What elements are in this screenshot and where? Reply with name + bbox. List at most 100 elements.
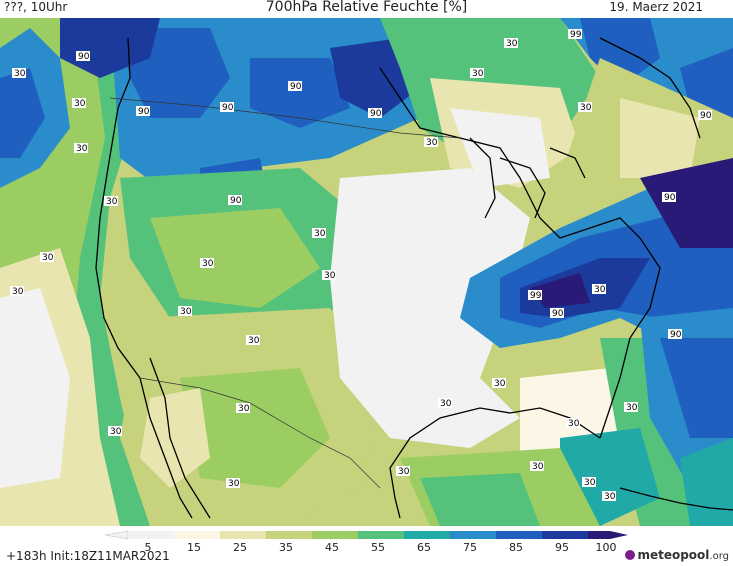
contour-label: 99 <box>528 290 542 301</box>
svg-text:30: 30 <box>426 138 438 148</box>
svg-text:30: 30 <box>106 197 118 207</box>
svg-text:30: 30 <box>324 271 336 281</box>
svg-text:30: 30 <box>228 479 240 489</box>
contour-label: 30 <box>530 461 544 472</box>
legend-tick: 45 <box>325 541 339 554</box>
svg-text:30: 30 <box>398 467 410 477</box>
contour-label: 90 <box>220 102 234 113</box>
contour-label: 90 <box>228 195 242 206</box>
svg-text:30: 30 <box>14 69 26 79</box>
contour-label: 30 <box>578 102 592 113</box>
chart-title: 700hPa Relative Feuchte [%] <box>265 0 468 15</box>
svg-text:30: 30 <box>506 39 518 49</box>
contour-label: 90 <box>76 51 90 62</box>
contour-label: 30 <box>72 98 86 109</box>
contour-label: 30 <box>12 68 26 79</box>
svg-text:90: 90 <box>138 107 150 117</box>
contour-label: 30 <box>108 426 122 437</box>
contour-label: 30 <box>236 403 250 414</box>
svg-text:30: 30 <box>180 307 192 317</box>
contour-label: 30 <box>470 68 484 79</box>
legend-tick: 65 <box>417 541 431 554</box>
contour-label: 90 <box>288 81 302 92</box>
svg-text:90: 90 <box>230 196 242 206</box>
legend-tick: 15 <box>187 541 201 554</box>
contour-label: 30 <box>322 270 336 281</box>
svg-text:99: 99 <box>530 291 542 301</box>
svg-text:30: 30 <box>494 379 506 389</box>
svg-text:30: 30 <box>248 336 260 346</box>
contour-label: 30 <box>312 228 326 239</box>
svg-text:30: 30 <box>76 144 88 154</box>
svg-text:30: 30 <box>238 404 250 414</box>
valid-time-label: ???, 10Uhr <box>4 0 68 14</box>
contour-label: 30 <box>396 466 410 477</box>
contour-label: 30 <box>438 398 452 409</box>
svg-text:30: 30 <box>314 229 326 239</box>
contour-label: 90 <box>668 329 682 340</box>
contour-label: 30 <box>424 137 438 148</box>
svg-text:30: 30 <box>202 259 214 269</box>
svg-text:99: 99 <box>570 30 582 40</box>
svg-text:30: 30 <box>110 427 122 437</box>
contour-label: 30 <box>592 284 606 295</box>
color-scale-legend <box>0 526 733 566</box>
svg-text:90: 90 <box>222 103 234 113</box>
svg-text:30: 30 <box>604 492 616 502</box>
contour-label: 30 <box>246 335 260 346</box>
svg-text:30: 30 <box>626 403 638 413</box>
valid-date-label: 19. Maerz 2021 <box>609 0 703 14</box>
header: ???, 10Uhr 700hPa Relative Feuchte [%] 1… <box>0 0 733 18</box>
svg-text:30: 30 <box>568 419 580 429</box>
legend-tick: 85 <box>509 541 523 554</box>
contour-label: 30 <box>492 378 506 389</box>
svg-text:30: 30 <box>74 99 86 109</box>
contour-label: 90 <box>368 108 382 119</box>
svg-text:90: 90 <box>370 109 382 119</box>
contour-label: 99 <box>568 29 582 40</box>
brand-name: meteopool <box>637 548 710 562</box>
contour-label: 30 <box>178 306 192 317</box>
contour-label: 30 <box>602 491 616 502</box>
contour-label: 30 <box>200 258 214 269</box>
contour-label: 90 <box>698 110 712 121</box>
contour-label: 30 <box>624 402 638 413</box>
contour-label: 90 <box>550 308 564 319</box>
contour-label: 30 <box>582 477 596 488</box>
legend-tick: 55 <box>371 541 385 554</box>
color-scale-bar <box>104 530 628 540</box>
brand-suffix: .org <box>709 551 729 562</box>
contour-label: 30 <box>40 252 54 263</box>
svg-text:90: 90 <box>552 309 564 319</box>
svg-text:90: 90 <box>670 330 682 340</box>
contour-label: 30 <box>504 38 518 49</box>
contour-label: 30 <box>10 286 24 297</box>
contour-label: 30 <box>566 418 580 429</box>
forecast-init-label: +183h Init:18Z11MAR2021 <box>6 549 170 563</box>
legend-tick: 95 <box>555 541 569 554</box>
svg-text:30: 30 <box>580 103 592 113</box>
legend-tick: 75 <box>463 541 477 554</box>
svg-text:30: 30 <box>440 399 452 409</box>
humidity-map: 90 30 30 90 90 90 90 30 99 30 30 90 90 3… <box>0 18 733 526</box>
svg-text:30: 30 <box>12 287 24 297</box>
svg-text:30: 30 <box>472 69 484 79</box>
svg-text:90: 90 <box>700 111 712 121</box>
svg-text:90: 90 <box>290 82 302 92</box>
contour-labels: 90 30 30 90 90 90 90 30 99 30 30 90 90 3… <box>10 29 712 502</box>
svg-text:30: 30 <box>532 462 544 472</box>
logo-icon <box>625 550 636 560</box>
legend-tick: 100 <box>595 541 617 554</box>
legend-tick: 25 <box>233 541 247 554</box>
svg-text:90: 90 <box>664 193 676 203</box>
contour-label: 30 <box>104 196 118 207</box>
legend-tick: 5 <box>144 541 152 554</box>
meteopool-logo[interactable]: meteopool.org <box>625 548 729 562</box>
contour-label: 90 <box>662 192 676 203</box>
contour-label: 90 <box>136 106 150 117</box>
contour-label: 30 <box>226 478 240 489</box>
svg-text:30: 30 <box>584 478 596 488</box>
svg-text:30: 30 <box>42 253 54 263</box>
map-canvas: 90 30 30 90 90 90 90 30 99 30 30 90 90 3… <box>0 18 733 526</box>
svg-text:90: 90 <box>78 52 90 62</box>
